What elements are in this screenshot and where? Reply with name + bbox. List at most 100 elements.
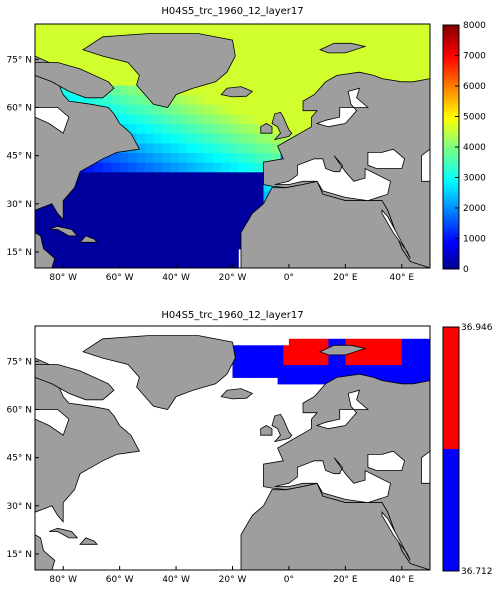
tracer-cell bbox=[170, 248, 180, 259]
tracer-cell bbox=[204, 123, 214, 134]
tracer-cell bbox=[339, 36, 349, 47]
tracer-cell bbox=[178, 94, 188, 105]
tracer-cell bbox=[331, 36, 341, 47]
class-cell bbox=[232, 358, 239, 366]
tracer-cell bbox=[221, 210, 231, 221]
tracer-cell bbox=[246, 142, 256, 153]
class-cell bbox=[305, 370, 313, 378]
class-cell bbox=[288, 345, 296, 353]
tracer-cell bbox=[102, 210, 112, 221]
tracer-cell bbox=[51, 46, 61, 57]
tracer-cell bbox=[60, 219, 70, 230]
tracer-cell bbox=[119, 94, 129, 105]
tracer-cell bbox=[297, 56, 307, 67]
tracer-cell bbox=[415, 27, 425, 38]
colorbar-low-class bbox=[443, 449, 459, 571]
tracer-cell bbox=[238, 123, 248, 134]
tracer-cell bbox=[60, 36, 70, 47]
tracer-cell bbox=[60, 239, 70, 250]
tracer-cell bbox=[399, 65, 409, 76]
tracer-cell bbox=[145, 104, 155, 115]
class-cell bbox=[362, 338, 369, 346]
tracer-cell bbox=[128, 24, 138, 28]
class-cell bbox=[294, 370, 301, 378]
lon-tick-label: 40° E bbox=[390, 575, 415, 585]
tracer-cell bbox=[399, 24, 409, 28]
tracer-cell bbox=[212, 85, 222, 96]
tracer-cell bbox=[365, 46, 375, 57]
tracer-cell bbox=[145, 229, 155, 240]
tracer-cell bbox=[221, 27, 231, 38]
tracer-cell bbox=[51, 229, 61, 240]
tracer-cell bbox=[170, 123, 180, 134]
tracer-cell bbox=[229, 36, 239, 47]
tracer-cell bbox=[229, 200, 239, 211]
tracer-cell bbox=[153, 24, 163, 28]
class-cell bbox=[243, 370, 250, 378]
tracer-cell bbox=[339, 24, 349, 28]
tracer-cell bbox=[356, 65, 366, 76]
tracer-cell bbox=[314, 56, 324, 67]
class-cell bbox=[339, 358, 346, 366]
class-cell bbox=[418, 345, 425, 353]
class-cell bbox=[413, 377, 420, 385]
class-cell bbox=[255, 351, 262, 359]
tracer-cell bbox=[170, 133, 180, 144]
tracer-cell bbox=[187, 258, 197, 268]
class-cell bbox=[243, 351, 250, 359]
tracer-cell bbox=[128, 229, 138, 240]
class-cell bbox=[283, 377, 290, 385]
class-cell bbox=[373, 358, 380, 366]
tracer-cell bbox=[111, 258, 121, 268]
tracer-cell bbox=[162, 171, 172, 182]
lon-tick-label: 20° W bbox=[219, 575, 247, 585]
class-cell bbox=[232, 351, 239, 359]
tracer-cell bbox=[382, 36, 392, 47]
tracer-cell bbox=[162, 133, 172, 144]
tracer-cell bbox=[85, 239, 95, 250]
tracer-cell bbox=[280, 46, 290, 57]
tracer-cell bbox=[187, 85, 197, 96]
tracer-cell bbox=[68, 27, 78, 38]
tracer-cell bbox=[221, 162, 231, 173]
tracer-cell bbox=[195, 94, 205, 105]
tracer-cell bbox=[119, 24, 129, 28]
tracer-cell bbox=[229, 248, 239, 259]
class-cell bbox=[277, 358, 284, 366]
tracer-cell bbox=[272, 104, 282, 115]
tracer-cell bbox=[153, 258, 163, 268]
class-cell bbox=[249, 364, 256, 372]
tracer-cell bbox=[246, 104, 256, 115]
class-cell bbox=[379, 364, 386, 372]
tracer-cell bbox=[94, 171, 104, 182]
tracer-cell bbox=[356, 46, 366, 57]
class-cell bbox=[311, 358, 318, 366]
lat-tick-label: 15° N bbox=[6, 550, 32, 560]
class-cell bbox=[418, 338, 425, 346]
land-cuba bbox=[48, 527, 79, 539]
class-cell bbox=[300, 358, 307, 366]
water-caspian bbox=[421, 148, 430, 182]
tracer-cell bbox=[373, 56, 383, 67]
tracer-cell bbox=[263, 56, 273, 67]
tracer-cell bbox=[246, 85, 256, 96]
tracer-cell bbox=[356, 36, 366, 47]
land-baffin bbox=[35, 62, 115, 99]
tracer-cell bbox=[288, 36, 298, 47]
tracer-cell bbox=[43, 229, 53, 240]
class-cell bbox=[351, 364, 358, 372]
tracer-cell bbox=[238, 46, 248, 57]
tracer-cell bbox=[382, 24, 392, 28]
tracer-cell bbox=[85, 56, 95, 67]
tracer-cell bbox=[195, 24, 205, 28]
class-cell bbox=[294, 338, 301, 346]
tracer-cell bbox=[119, 200, 129, 211]
class-cell bbox=[294, 358, 301, 366]
class-cell bbox=[266, 345, 273, 353]
tracer-cell bbox=[263, 24, 273, 28]
tracer-cell bbox=[136, 142, 146, 153]
tracer-cell bbox=[195, 248, 205, 259]
tracer-cell bbox=[68, 239, 78, 250]
class-cell bbox=[384, 370, 392, 378]
class-cell bbox=[362, 351, 369, 359]
